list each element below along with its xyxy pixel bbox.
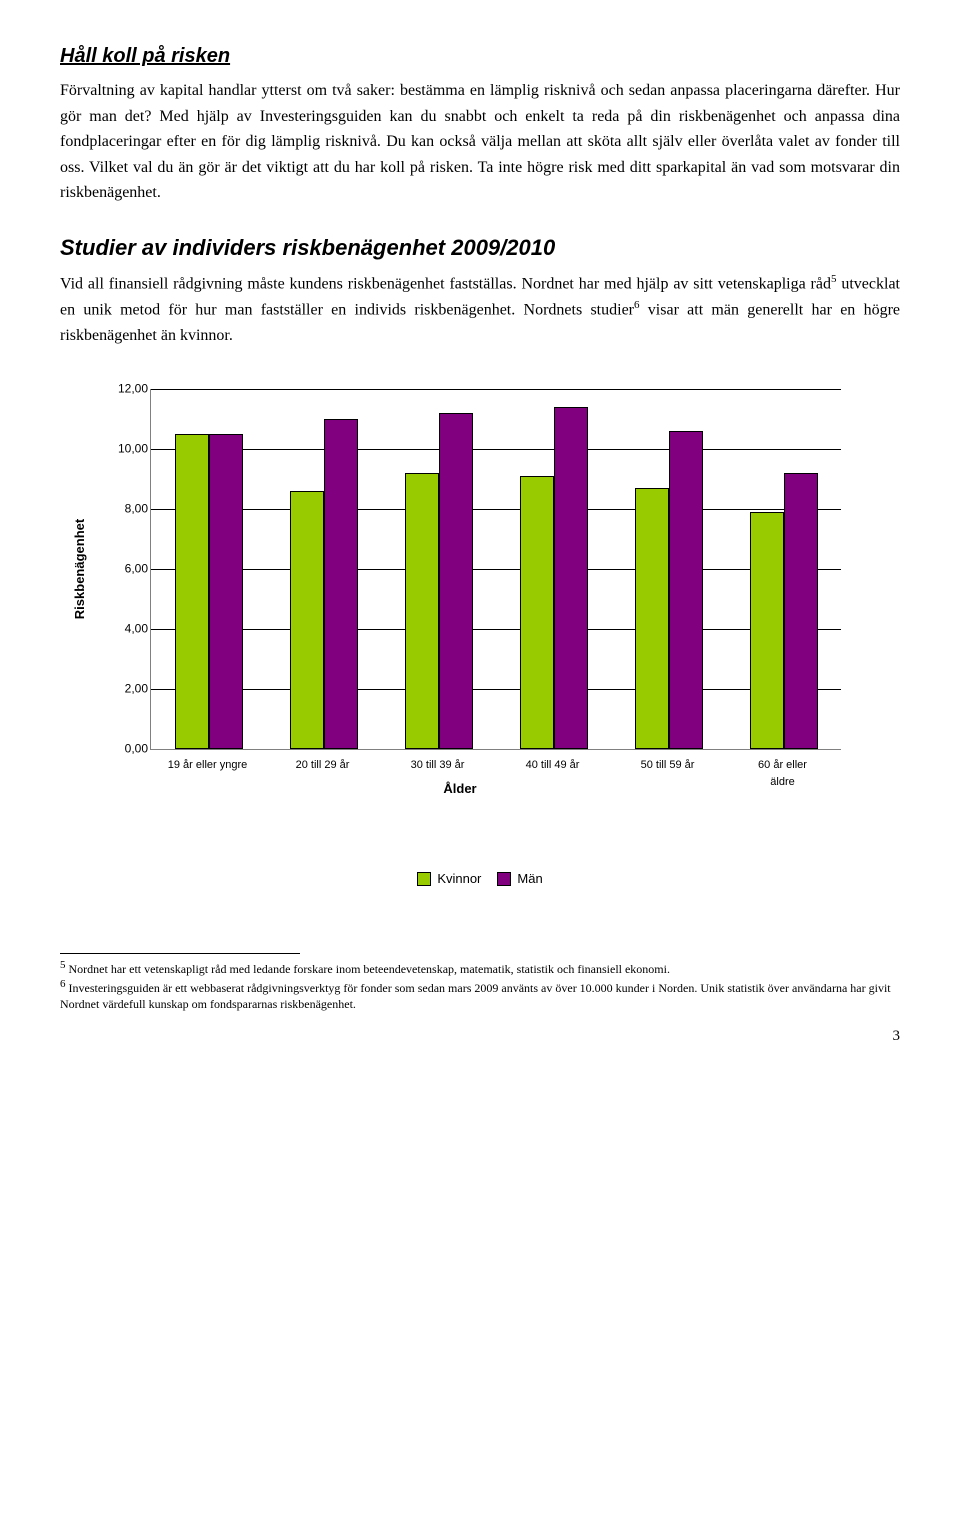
chart-gridline: [151, 449, 841, 450]
chart-xtick: 40 till 49 år: [526, 757, 580, 775]
section-heading-risk: Håll koll på risken: [60, 40, 900, 72]
chart-ylabel: Riskbenägenhet: [70, 518, 91, 618]
chart-bar: [635, 488, 669, 749]
chart-gridline: [151, 389, 841, 390]
chart-gridline: [151, 629, 841, 630]
legend-swatch: [497, 872, 511, 886]
footnote-5: 5 Nordnet har ett vetenskapligt råd med …: [60, 958, 900, 977]
chart-bar: [750, 512, 784, 749]
chart-ytick: 6,00: [98, 559, 148, 578]
chart-gridline: [151, 509, 841, 510]
chart-bar: [324, 419, 358, 749]
section2-paragraph: Vid all finansiell rådgivning måste kund…: [60, 271, 900, 348]
chart-ytick: 0,00: [98, 739, 148, 758]
section-heading-studies: Studier av individers riskbenägenhet 200…: [60, 230, 900, 265]
chart-xtick: 60 år eller äldre: [754, 757, 812, 792]
legend-label: Kvinnor: [437, 869, 481, 890]
chart-bar: [405, 473, 439, 749]
chart-legend: Kvinnor Män: [60, 869, 900, 893]
footnote-5-text: Nordnet har ett vetenskapligt råd med le…: [66, 962, 670, 976]
chart-gridline: [151, 689, 841, 690]
chart-ytick: 2,00: [98, 679, 148, 698]
chart-bar: [439, 413, 473, 749]
chart-ytick: 12,00: [98, 379, 148, 398]
footnote-6: 6 Investeringsguiden är ett webbaserat r…: [60, 977, 900, 1012]
chart-bar: [520, 476, 554, 749]
chart-bar: [209, 434, 243, 749]
chart-xtick: 50 till 59 år: [641, 757, 695, 775]
chart-ytick: 8,00: [98, 499, 148, 518]
legend-swatch: [417, 872, 431, 886]
chart-gridline: [151, 569, 841, 570]
chart-xtick: 30 till 39 år: [411, 757, 465, 775]
chart-bar: [669, 431, 703, 749]
chart-bar: [554, 407, 588, 749]
chart-ytick: 4,00: [98, 619, 148, 638]
chart-canvas: Riskbenägenhet Ålder 0,002,004,006,008,0…: [80, 389, 840, 809]
chart-plot-area: [150, 389, 841, 750]
chart-bar: [784, 473, 818, 749]
risk-chart: Riskbenägenhet Ålder 0,00 2,00 4,00 6,00 8,0…: [60, 389, 900, 893]
section2-text-a: Vid all finansiell rådgivning måste kund…: [60, 275, 831, 292]
chart-bar: [175, 434, 209, 749]
chart-xtick: 20 till 29 år: [296, 757, 350, 775]
chart-ytick: 10,00: [98, 439, 148, 458]
chart-xtick: 19 år eller yngre: [168, 757, 248, 775]
section1-paragraph: Förvaltning av kapital handlar ytterst o…: [60, 78, 900, 206]
legend-item: Kvinnor: [417, 869, 481, 890]
legend-item: Män: [497, 869, 542, 890]
chart-bar: [290, 491, 324, 749]
page-number: 3: [60, 1024, 900, 1048]
footnotes-block: 5 Nordnet har ett vetenskapligt råd med …: [60, 958, 900, 1013]
chart-xlabel: Ålder: [443, 779, 476, 800]
footnote-6-text: Investeringsguiden är ett webbaserat råd…: [60, 981, 891, 1011]
legend-label: Män: [517, 869, 542, 890]
